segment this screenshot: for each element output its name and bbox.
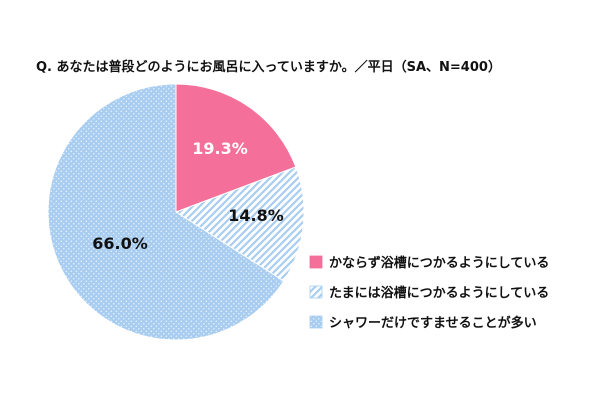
- legend-swatch-2: [309, 285, 323, 299]
- legend-swatch-1: [309, 255, 323, 269]
- legend: かならず浴槽につかるようにしているたまには浴槽につかるようにしているシャワーだけ…: [309, 255, 549, 331]
- legend-label-1: かならず浴槽につかるようにしている: [329, 255, 549, 271]
- legend-swatch-3: [309, 315, 323, 329]
- slice-value-label-1: 19.3%: [192, 139, 248, 158]
- pie-slices: [47, 83, 305, 341]
- slice-value-label-2: 14.8%: [228, 206, 284, 225]
- pie-slice-2: [174, 166, 305, 282]
- pie-slice-3: [47, 83, 285, 341]
- legend-label-2: たまには浴槽につかるようにしている: [329, 285, 549, 301]
- slice-labels: 19.3% 14.8% 66.0%: [92, 139, 284, 253]
- legend-label-3: シャワーだけですませることが多い: [329, 315, 537, 331]
- slice-value-label-3: 66.0%: [92, 234, 148, 253]
- pie-slice-1: [175, 83, 297, 213]
- chart-title: Q. あなたは普段どのようにお風呂に入っていますか。／平日（SA、N=400）: [36, 59, 501, 75]
